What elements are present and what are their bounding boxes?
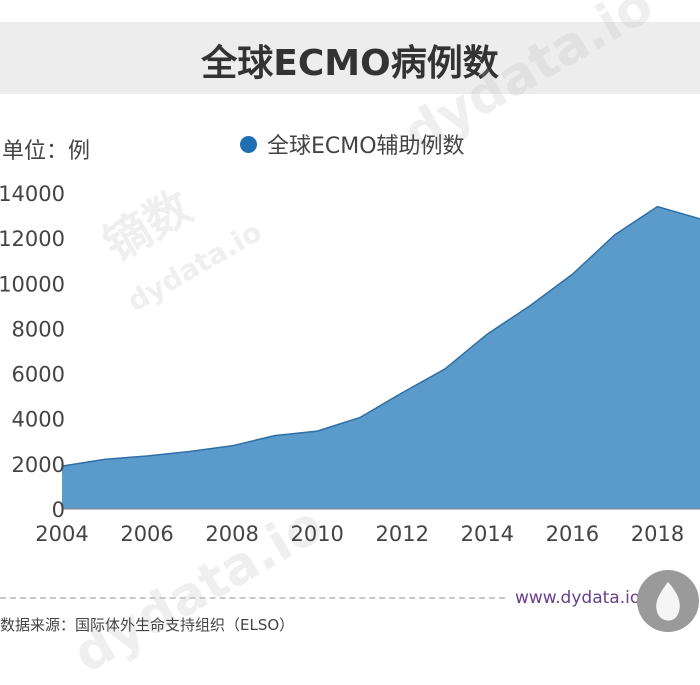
logo-icon xyxy=(637,570,699,632)
website-link[interactable]: www.dydata.io xyxy=(515,588,640,608)
y-tick-label-2000: 2000 xyxy=(12,453,65,477)
x-tick-label-2016: 2016 xyxy=(546,522,599,546)
x-tick-label-2018: 2018 xyxy=(631,522,684,546)
y-tick-label-10000: 10000 xyxy=(0,272,65,296)
x-tick-label-2008: 2008 xyxy=(205,522,258,546)
y-tick-label-6000: 6000 xyxy=(12,363,65,387)
x-tick-label-2004: 2004 xyxy=(35,522,88,546)
x-tick-label-2012: 2012 xyxy=(376,522,429,546)
y-tick-label-12000: 12000 xyxy=(0,227,65,251)
area-chart: 0 2000 4000 6000 8000 10000 12000 14000 2004 2006… xyxy=(0,0,700,560)
y-tick-label-14000: 14000 xyxy=(0,182,65,206)
x-tick-label-2006: 2006 xyxy=(120,522,173,546)
footer-divider xyxy=(0,597,505,599)
y-tick-label-8000: 8000 xyxy=(12,317,65,341)
x-tick-label-2014: 2014 xyxy=(461,522,514,546)
x-tick-label-2010: 2010 xyxy=(290,522,343,546)
y-tick-label-0: 0 xyxy=(52,498,65,522)
source-note: 数据来源：国际体外生命支持组织（ELSO） xyxy=(0,614,294,635)
area-fill xyxy=(62,207,700,509)
y-tick-label-4000: 4000 xyxy=(12,408,65,432)
